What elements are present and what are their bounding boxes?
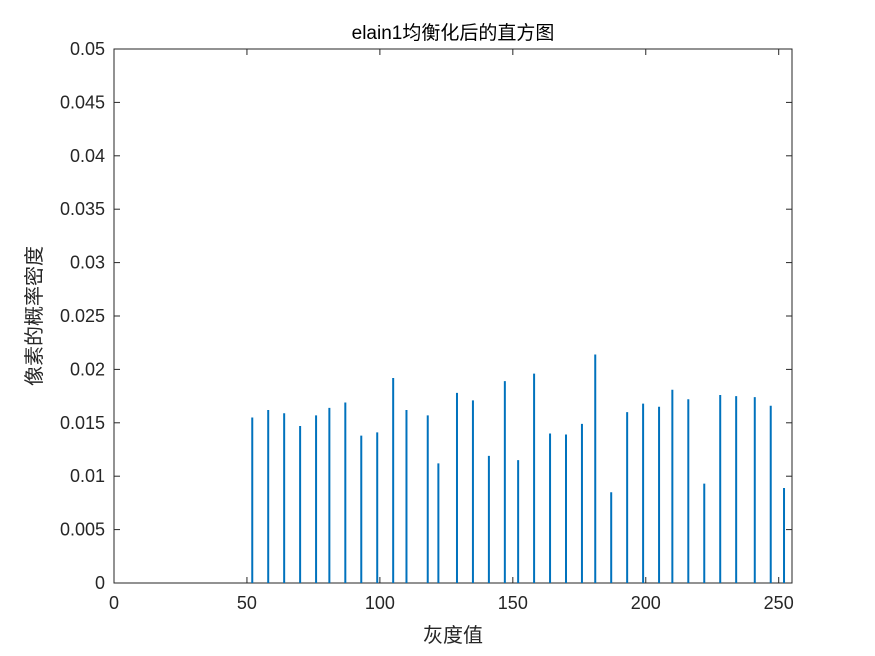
x-tick-label: 100 <box>365 593 395 613</box>
y-tick-label: 0.045 <box>60 92 105 112</box>
y-axis-ticks: 0 0.005 0.01 0.015 0.02 0.025 0.03 0.035 0.04 0.0… <box>60 39 792 593</box>
x-axis-label: 灰度值 <box>423 623 483 647</box>
x-tick-label: 250 <box>764 593 794 613</box>
y-tick-label: 0.04 <box>70 146 105 166</box>
x-axis-ticks: 0 50 100 150 200 250 <box>109 49 794 613</box>
y-tick-label: 0.03 <box>70 253 105 273</box>
x-tick-label: 0 <box>109 593 119 613</box>
y-tick-label: 0.05 <box>70 39 105 59</box>
x-tick-label: 150 <box>498 593 528 613</box>
y-tick-label: 0.035 <box>60 199 105 219</box>
y-tick-label: 0.015 <box>60 413 105 433</box>
bar-series <box>251 354 786 583</box>
y-tick-label: 0.02 <box>70 359 105 379</box>
y-tick-label: 0.005 <box>60 520 105 540</box>
plot-area <box>113 48 793 584</box>
x-tick-label: 200 <box>631 593 661 613</box>
x-tick-label: 50 <box>237 593 257 613</box>
y-axis-label: 像素的概率密度 <box>22 246 46 386</box>
y-tick-label: 0.025 <box>60 306 105 326</box>
y-tick-label: 0 <box>95 573 105 593</box>
y-tick-label: 0.01 <box>70 466 105 486</box>
chart-title: elain1均衡化后的直方图 <box>352 22 555 44</box>
